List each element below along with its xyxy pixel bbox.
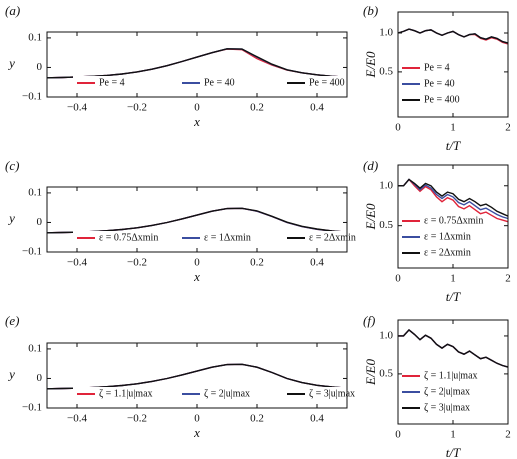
legend-bg bbox=[178, 387, 278, 401]
x-tick-label: 1 bbox=[450, 122, 456, 134]
y-tick-label: −0.1 bbox=[22, 246, 42, 258]
legend-label: Pe = 400 bbox=[424, 94, 460, 105]
x-tick-label: 0 bbox=[395, 429, 401, 441]
y-axis-label: E/E0 bbox=[363, 359, 378, 386]
panel-label: (e) bbox=[5, 313, 19, 328]
x-tick-label: 1 bbox=[450, 429, 456, 441]
x-axis-label: t/T bbox=[446, 138, 461, 153]
x-tick-label: 0.4 bbox=[310, 102, 324, 114]
x-tick-label: 0 bbox=[395, 273, 401, 285]
y-tick-label: 0 bbox=[37, 372, 43, 384]
x-tick-label: −0.4 bbox=[67, 257, 87, 269]
y-tick-label: 0 bbox=[37, 216, 43, 228]
legend-label: ε = 1Δxmin bbox=[424, 231, 471, 242]
legend-bg bbox=[178, 231, 278, 245]
x-tick-label: 0.4 bbox=[310, 413, 324, 425]
series-line bbox=[398, 178, 509, 217]
legend-bg bbox=[178, 76, 278, 90]
x-tick-label: 2 bbox=[505, 429, 511, 441]
y-axis-label: y bbox=[7, 55, 15, 70]
series-line bbox=[398, 328, 509, 368]
y-tick-label: −0.1 bbox=[22, 91, 42, 103]
y-tick-label: 1.0 bbox=[379, 27, 393, 39]
series-line bbox=[46, 48, 348, 79]
x-tick-label: 0.2 bbox=[250, 257, 264, 269]
series-line bbox=[46, 363, 348, 390]
series-line bbox=[46, 207, 348, 234]
x-tick-label: 0 bbox=[395, 122, 401, 134]
series-line bbox=[46, 363, 348, 390]
x-tick-label: 0.2 bbox=[250, 102, 264, 114]
series-line bbox=[46, 207, 348, 234]
y-tick-label: 0.1 bbox=[28, 31, 42, 43]
legend-label: Pe = 400 bbox=[309, 77, 345, 88]
x-tick-label: 1 bbox=[450, 273, 456, 285]
x-tick-label: 0 bbox=[194, 257, 200, 269]
y-axis-label: y bbox=[7, 210, 15, 225]
series-line bbox=[46, 363, 348, 390]
panel-label: (a) bbox=[5, 3, 20, 18]
legend-label: Pe = 40 bbox=[204, 77, 235, 88]
x-tick-label: 0.2 bbox=[250, 413, 264, 425]
legend-bg bbox=[73, 76, 173, 90]
x-axis-label: x bbox=[193, 269, 200, 284]
legend-label: ε = 0.75Δxmin bbox=[424, 215, 483, 226]
series-line bbox=[398, 178, 509, 223]
x-axis-label: t/T bbox=[446, 445, 461, 459]
legend-label: ζ = 2|u|max bbox=[204, 388, 250, 399]
series-line bbox=[46, 207, 348, 234]
legend-bg bbox=[73, 231, 173, 245]
y-axis-label: E/E0 bbox=[363, 51, 378, 78]
legend-label: ζ = 3|u|max bbox=[309, 388, 355, 399]
x-tick-label: −0.4 bbox=[67, 102, 87, 114]
y-tick-label: 0.1 bbox=[28, 342, 42, 354]
y-axis-label: E/E0 bbox=[363, 203, 378, 230]
legend-bg bbox=[283, 387, 383, 401]
x-tick-label: 2 bbox=[505, 122, 511, 134]
x-tick-label: 2 bbox=[505, 273, 511, 285]
legend-label: Pe = 40 bbox=[424, 78, 455, 89]
y-tick-label: −0.1 bbox=[22, 402, 42, 414]
legend-label: Pe = 4 bbox=[99, 77, 125, 88]
x-tick-label: 0.4 bbox=[310, 257, 324, 269]
panel-label: (f) bbox=[363, 313, 375, 328]
y-tick-label: 0.5 bbox=[379, 367, 393, 379]
legend-label: ζ = 1.1|u|max bbox=[424, 370, 478, 381]
series-line bbox=[398, 328, 509, 368]
y-tick-label: 1.0 bbox=[379, 329, 393, 341]
legend-label: ε = 1Δxmin bbox=[204, 232, 251, 243]
legend-label: ζ = 3|u|max bbox=[424, 402, 470, 413]
series-line bbox=[398, 178, 509, 220]
y-tick-label: 0.1 bbox=[28, 186, 42, 198]
legend-bg bbox=[73, 387, 173, 401]
x-tick-label: −0.2 bbox=[127, 413, 147, 425]
legend-label: ε = 2Δxmin bbox=[309, 232, 356, 243]
legend-label: ε = 2Δxmin bbox=[424, 247, 471, 258]
y-tick-label: 1.0 bbox=[379, 179, 393, 191]
y-tick-label: 0 bbox=[37, 61, 43, 73]
legend-label: ε = 0.75Δxmin bbox=[99, 232, 158, 243]
x-axis-label: t/T bbox=[446, 289, 461, 304]
x-tick-label: 0 bbox=[194, 102, 200, 114]
y-axis-label: y bbox=[7, 366, 15, 381]
panel-label: (d) bbox=[363, 158, 378, 173]
legend-bg bbox=[283, 231, 383, 245]
y-tick-label: 0.5 bbox=[379, 219, 393, 231]
x-tick-label: 0 bbox=[194, 413, 200, 425]
series-line bbox=[397, 28, 509, 44]
x-tick-label: −0.4 bbox=[67, 413, 87, 425]
x-axis-label: x bbox=[193, 114, 200, 129]
legend-label: Pe = 4 bbox=[424, 62, 450, 73]
panel-label: (b) bbox=[363, 3, 378, 18]
legend-label: ζ = 1.1|u|max bbox=[99, 388, 153, 399]
legend-label: ζ = 2|u|max bbox=[424, 386, 470, 397]
y-tick-label: 0.5 bbox=[379, 65, 393, 77]
series-line bbox=[398, 328, 509, 368]
x-axis-label: x bbox=[193, 425, 200, 440]
x-tick-label: −0.2 bbox=[127, 257, 147, 269]
legend-bg bbox=[283, 76, 383, 90]
panel-label: (c) bbox=[5, 158, 19, 173]
x-tick-label: −0.2 bbox=[127, 102, 147, 114]
